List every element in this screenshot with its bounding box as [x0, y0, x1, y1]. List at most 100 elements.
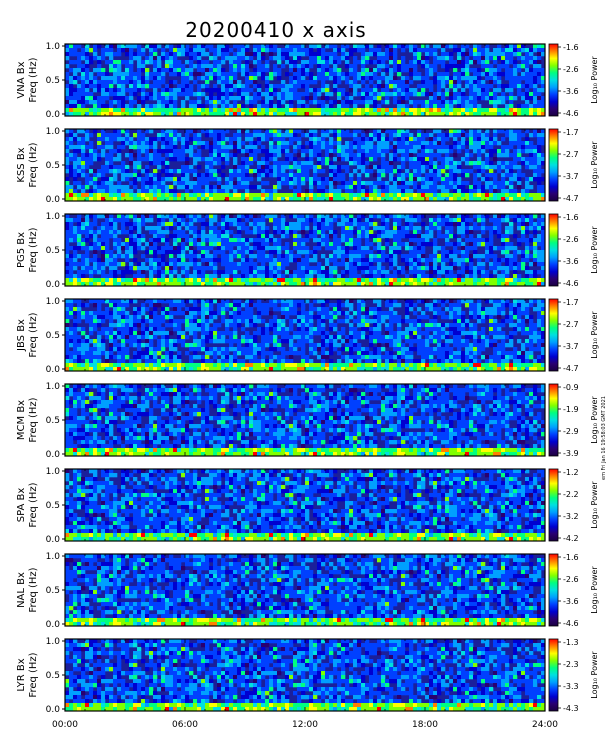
colorbar — [548, 383, 559, 457]
y-tick-label: 0.5 — [46, 586, 60, 596]
colorbar-label: Log₁₀ Power — [590, 311, 599, 359]
y-tick-label: 0.0 — [46, 450, 61, 460]
y-tick-label: 1.0 — [46, 127, 61, 137]
colorbar-label: Log₁₀ Power — [590, 56, 599, 104]
colorbar-tick-label: -1.6 — [563, 213, 579, 222]
colorbar-tick-label: -2.6 — [563, 235, 579, 244]
y-tick-label: 0.0 — [46, 620, 61, 630]
colorbar-tick-label: -3.2 — [563, 512, 579, 521]
y-axis-label: Freq (Hz) — [28, 482, 39, 527]
colorbar-tick-label: -2.7 — [563, 320, 579, 329]
y-tick-label: 0.0 — [46, 535, 61, 545]
y-tick-label: 1.0 — [46, 467, 61, 477]
panel-3: 0.0 0.5 1.0 PG5 Bx Freq (Hz) -1.6 -2.6 -3.6 -4.6… — [16, 212, 599, 290]
spectrogram-cells — [65, 469, 546, 542]
station-label: SPA Bx — [16, 488, 27, 523]
y-tick-label: 1.0 — [46, 552, 61, 562]
colorbar-tick-label: -3.6 — [563, 257, 579, 266]
colorbar — [548, 43, 559, 117]
y-tick-label: 0.0 — [46, 365, 61, 375]
colorbar — [548, 298, 559, 372]
station-label: MCM Bx — [16, 400, 27, 440]
y-tick-label: 0.5 — [46, 501, 60, 511]
colorbar-tick-label: -2.6 — [563, 575, 579, 584]
colorbar-tick-label: -1.3 — [563, 638, 579, 647]
spectrogram-cells — [65, 214, 546, 287]
spectrogram-cells — [65, 384, 546, 457]
spectrogram-cells — [65, 299, 546, 372]
y-tick-label: 0.5 — [46, 76, 60, 86]
colorbar-tick-label: -3.6 — [563, 87, 579, 96]
colorbar-tick-label: -1.6 — [563, 553, 579, 562]
station-label: JBS Bx — [16, 319, 27, 352]
x-tick-label: 12:00 — [292, 720, 318, 730]
side-note: em Fri Jan 16 19:58:03 GMT 2021 — [601, 396, 607, 480]
panel-8: 0.0 0.5 1.0 LYR Bx Freq (Hz) -1.3 -2.3 -3.3 -4.3… — [16, 637, 599, 715]
y-axis-label: Freq (Hz) — [28, 227, 39, 272]
colorbar-tick-label: -1.6 — [563, 43, 579, 52]
colorbar-tick-label: -3.6 — [563, 597, 579, 606]
colorbar-label: Log₁₀ Power — [590, 481, 599, 529]
panel-7: 0.0 0.5 1.0 NAL Bx Freq (Hz) -1.6 -2.6 -3.6 -4.6… — [16, 552, 599, 630]
x-tick-label: 06:00 — [172, 720, 198, 730]
colorbar — [548, 638, 559, 712]
station-label: NAL Bx — [16, 572, 27, 608]
x-tick-label: 24:00 — [532, 720, 558, 730]
y-axis-label: Freq (Hz) — [28, 567, 39, 612]
station-label: PG5 Bx — [16, 232, 27, 268]
y-tick-label: 1.0 — [46, 382, 61, 392]
colorbar-tick-label: -2.3 — [563, 660, 579, 669]
x-tick-label: 00:00 — [52, 720, 78, 730]
spectrogram-cells — [65, 129, 546, 202]
y-tick-label: 0.5 — [46, 416, 60, 426]
colorbar-tick-label: -4.7 — [563, 364, 579, 373]
colorbar-tick-label: -4.6 — [563, 109, 579, 118]
colorbar-tick-label: -3.3 — [563, 682, 579, 691]
panel-4: 0.0 0.5 1.0 JBS Bx Freq (Hz) -1.7 -2.7 -3.7 -4.7… — [16, 297, 599, 375]
y-tick-label: 0.5 — [46, 161, 60, 171]
y-tick-label: 0.0 — [46, 195, 61, 205]
y-tick-label: 0.5 — [46, 246, 60, 256]
y-tick-label: 1.0 — [46, 637, 61, 647]
colorbar-label: Log₁₀ Power — [590, 396, 599, 444]
panel-5: 0.0 0.5 1.0 MCM Bx Freq (Hz) -0.9 -1.9 -2.9 -3.9… — [16, 382, 599, 460]
colorbar-label: Log₁₀ Power — [590, 566, 599, 614]
station-label: VNA Bx — [16, 61, 27, 98]
colorbar-tick-label: -3.9 — [563, 449, 579, 458]
colorbar-tick-label: -0.9 — [563, 383, 579, 392]
colorbar — [548, 213, 559, 287]
y-tick-label: 1.0 — [46, 297, 61, 307]
colorbar-tick-label: -4.6 — [563, 619, 579, 628]
y-tick-label: 1.0 — [46, 42, 61, 52]
colorbar-tick-label: -3.7 — [563, 172, 579, 181]
colorbar — [548, 553, 559, 627]
colorbar-tick-label: -2.7 — [563, 150, 579, 159]
colorbar-tick-label: -4.2 — [563, 534, 579, 543]
y-tick-label: 0.0 — [46, 110, 61, 120]
colorbar-tick-label: -2.2 — [563, 490, 579, 499]
colorbar-tick-label: -4.6 — [563, 279, 579, 288]
x-tick-label: 18:00 — [412, 720, 438, 730]
colorbar-tick-label: -1.7 — [563, 298, 579, 307]
spectrogram-cells — [65, 44, 546, 117]
colorbar — [548, 128, 559, 202]
colorbar-tick-label: -1.9 — [563, 405, 579, 414]
panel-1: 0.0 0.5 1.0 VNA Bx Freq (Hz) -1.6 -2.6 -3.6 -4.6… — [16, 42, 599, 120]
colorbar-tick-label: -1.7 — [563, 128, 579, 137]
spectrogram-cells — [65, 554, 546, 627]
y-tick-label: 0.0 — [46, 280, 61, 290]
colorbar-tick-label: -3.7 — [563, 342, 579, 351]
y-axis-label: Freq (Hz) — [28, 397, 39, 442]
panel-6: 0.0 0.5 1.0 SPA Bx Freq (Hz) -1.2 -2.2 -3.2 -4.2… — [16, 467, 599, 545]
spectrogram-cells — [65, 639, 546, 712]
colorbar — [548, 468, 559, 542]
colorbar-tick-label: -4.7 — [563, 194, 579, 203]
y-axis-label: Freq (Hz) — [28, 312, 39, 357]
y-axis-label: Freq (Hz) — [28, 142, 39, 187]
y-tick-label: 0.5 — [46, 331, 60, 341]
colorbar-tick-label: -4.3 — [563, 704, 579, 713]
y-tick-label: 0.5 — [46, 671, 60, 681]
colorbar-tick-label: -1.2 — [563, 468, 579, 477]
colorbar-label: Log₁₀ Power — [590, 651, 599, 699]
